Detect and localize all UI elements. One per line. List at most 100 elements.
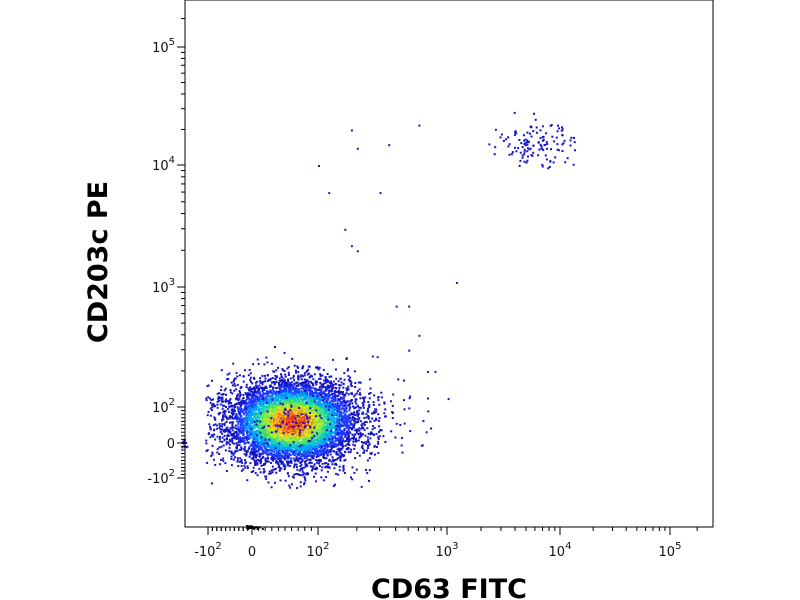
data-point [224,449,227,452]
data-point [367,415,370,417]
data-point [323,425,326,428]
data-point [248,408,251,411]
data-point [245,450,248,452]
data-point [369,392,372,394]
data-point [346,443,349,446]
data-point [296,448,299,451]
data-point [247,425,250,428]
data-point [356,415,359,418]
data-point [324,382,327,385]
data-point [237,425,240,428]
data-point [239,448,242,451]
data-point [270,486,273,489]
data-point [289,382,292,385]
data-point [277,366,279,369]
data-point [275,376,278,379]
data-point [286,457,289,460]
data-point [335,438,338,441]
data-point [280,392,283,395]
data-point [355,431,358,434]
data-point [258,460,261,462]
data-point [334,398,337,401]
data-point [232,410,235,412]
data-point [326,448,329,451]
data-point [233,379,235,382]
data-point [205,439,208,442]
data-point [354,400,357,403]
data-point [298,399,301,402]
data-point [338,389,340,392]
data-point [253,388,256,391]
data-point [250,395,253,398]
data-point [308,454,311,457]
data-point [328,375,331,378]
data-point [330,460,333,463]
data-point [269,472,272,475]
data-point [306,445,309,448]
data-point [331,463,334,466]
data-point [277,399,280,402]
data-point [243,445,246,448]
data-point [318,460,321,463]
data-point [223,413,226,416]
data-point [246,450,249,453]
data-point [225,443,228,446]
data-point [261,450,264,453]
data-point [268,445,271,448]
data-point [241,402,244,405]
data-point [321,448,324,451]
data-point [345,415,348,418]
data-point [346,433,349,436]
data-point [289,377,292,380]
data-point [285,388,288,391]
data-point [318,440,321,443]
data-point [316,461,318,464]
data-point [249,417,252,420]
data-point [280,373,283,376]
data-point [319,377,322,380]
data-point [293,473,296,476]
data-point [328,381,331,384]
data-point [298,446,301,449]
data-point [347,429,350,431]
data-point [305,370,308,373]
data-point [343,472,346,474]
data-point [257,400,260,403]
data-point [330,390,333,393]
data-point [284,393,287,396]
data-point [330,375,333,378]
data-point [318,444,321,447]
data-point [331,384,334,387]
data-point [281,437,284,440]
data-point [318,366,321,369]
data-point [329,413,332,416]
data-point [346,424,349,427]
data-point [239,387,242,389]
data-point [225,406,227,408]
data-point [360,441,363,443]
data-point [303,381,306,384]
data-point [339,430,342,433]
data-point [298,473,300,476]
data-point [211,406,214,409]
data-point [321,404,324,407]
data-point [234,426,237,429]
data-point [239,418,242,421]
data-point [254,441,257,444]
data-point [260,448,263,451]
data-point [314,468,317,470]
data-point [234,377,237,380]
data-point [282,389,285,392]
data-point [361,433,364,436]
data-point [338,437,341,440]
data-point [316,393,319,396]
data-point [377,440,380,443]
data-point [301,470,304,473]
data-point [239,395,241,398]
data-point [309,455,312,457]
data-point [300,387,303,390]
data-point [256,413,259,416]
data-point [232,362,235,365]
data-point [246,479,249,482]
data-point [287,385,290,388]
